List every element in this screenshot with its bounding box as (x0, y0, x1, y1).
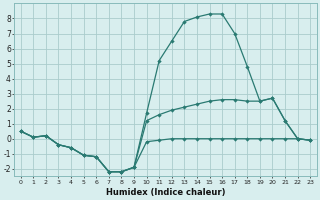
X-axis label: Humidex (Indice chaleur): Humidex (Indice chaleur) (106, 188, 225, 197)
